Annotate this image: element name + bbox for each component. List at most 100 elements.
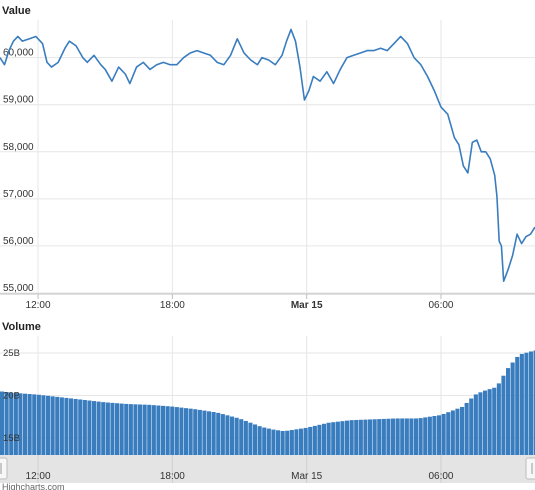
- navigator-x-tick-label: 12:00: [26, 471, 51, 482]
- volume-bar: [239, 419, 244, 455]
- volume-bar: [372, 419, 377, 455]
- volume-bar: [4, 392, 9, 455]
- volume-bar: [496, 383, 501, 455]
- volume-bar: [59, 397, 64, 455]
- volume-bar: [184, 408, 189, 455]
- volume-bar: [69, 398, 74, 455]
- value-y-axis: 55,000 56,000 57,000 58,000 59,000 60,000: [3, 48, 34, 294]
- volume-bar: [510, 362, 515, 455]
- volume-bar: [128, 404, 133, 455]
- volume-bar: [202, 410, 207, 455]
- volume-bar: [73, 398, 78, 455]
- volume-bar: [105, 402, 110, 455]
- volume-bar: [211, 412, 216, 455]
- volume-bar: [96, 401, 101, 455]
- navigator-x-axis: 12:00 18:00 Mar 15 06:00: [26, 455, 454, 483]
- volume-bar: [248, 422, 253, 455]
- volume-y-tick-label: 15B: [3, 433, 20, 444]
- volume-bar: [165, 406, 170, 455]
- volume-bar: [391, 418, 396, 455]
- volume-bar: [174, 407, 179, 455]
- value-x-tick-label: 18:00: [160, 300, 185, 311]
- volume-bar: [469, 398, 474, 455]
- navigator-x-tick-label: 06:00: [428, 471, 453, 482]
- volume-bar: [115, 403, 120, 455]
- volume-bar: [82, 400, 87, 455]
- volume-bar: [400, 418, 405, 455]
- volume-bar: [308, 426, 313, 455]
- navigator-track[interactable]: [0, 455, 535, 483]
- volume-bar: [303, 427, 308, 455]
- navigator-right-handle[interactable]: [525, 457, 535, 480]
- volume-bar: [368, 419, 373, 455]
- volume-bar: [133, 404, 138, 455]
- volume-bar: [478, 392, 483, 455]
- volume-bar: [487, 389, 492, 455]
- volume-bar: [110, 402, 115, 455]
- volume-bar: [27, 394, 32, 455]
- volume-bar: [101, 402, 106, 455]
- value-x-axis: 12:00 18:00 Mar 15 06:00: [26, 294, 454, 311]
- value-x-tick-label: 06:00: [428, 300, 453, 311]
- volume-bar: [170, 406, 175, 455]
- volume-y-tick-label: 25B: [3, 348, 20, 359]
- volume-bar: [349, 420, 354, 455]
- volume-panel-title: Volume: [2, 321, 41, 333]
- volume-bar: [331, 422, 336, 455]
- volume-bar: [519, 353, 524, 455]
- volume-bar: [432, 416, 437, 455]
- volume-bar: [138, 404, 143, 455]
- volume-bar: [78, 399, 83, 455]
- volume-bar: [483, 390, 488, 455]
- volume-bar: [253, 424, 258, 455]
- volume-bar: [515, 356, 520, 455]
- volume-bar: [32, 394, 37, 455]
- chart-credit: Highcharts.com: [2, 482, 65, 490]
- navigator-bar[interactable]: 12:00 18:00 Mar 15 06:00: [0, 455, 535, 483]
- volume-bar: [257, 426, 262, 455]
- volume-bar: [230, 416, 235, 455]
- volume-bar: [294, 429, 299, 455]
- volume-bar: [501, 375, 506, 455]
- volume-bar: [418, 418, 423, 455]
- volume-bar: [423, 417, 428, 455]
- value-x-tick-label: Mar 15: [291, 300, 323, 311]
- volume-bar: [335, 421, 340, 455]
- volume-bar: [506, 368, 511, 455]
- navigator-x-tick-label: Mar 15: [291, 471, 323, 482]
- volume-bar: [326, 422, 331, 455]
- volume-bar: [225, 415, 230, 455]
- volume-bar: [13, 392, 18, 455]
- volume-bar: [124, 403, 129, 455]
- volume-bar: [358, 419, 363, 455]
- volume-bar: [234, 417, 239, 455]
- volume-bar: [23, 393, 28, 455]
- volume-bar: [322, 423, 327, 455]
- volume-bar: [312, 425, 317, 455]
- volume-bar: [386, 418, 391, 455]
- volume-bar: [119, 403, 124, 455]
- volume-bar: [197, 409, 202, 455]
- volume-bar: [151, 405, 156, 455]
- value-y-tick-label: 57,000: [3, 189, 34, 200]
- volume-bar: [0, 391, 5, 455]
- volume-bar: [220, 414, 225, 455]
- volume-bar: [460, 406, 465, 455]
- volume-bar: [147, 404, 152, 455]
- volume-bar: [87, 400, 92, 455]
- volume-bar: [340, 421, 345, 455]
- value-series-line: [0, 28, 535, 283]
- volume-bar: [381, 418, 386, 455]
- volume-bar: [9, 392, 14, 455]
- volume-bar: [409, 418, 414, 455]
- volume-bar: [437, 415, 442, 455]
- navigator-x-tick-label: 18:00: [160, 471, 185, 482]
- value-x-tick-label: 12:00: [26, 300, 51, 311]
- volume-bar: [161, 405, 166, 455]
- navigator-left-handle[interactable]: [0, 457, 8, 480]
- volume-bar: [464, 402, 469, 455]
- volume-y-axis: 15B 20B 25B: [3, 348, 20, 444]
- volume-bar: [441, 413, 446, 455]
- volume-bar: [427, 416, 432, 455]
